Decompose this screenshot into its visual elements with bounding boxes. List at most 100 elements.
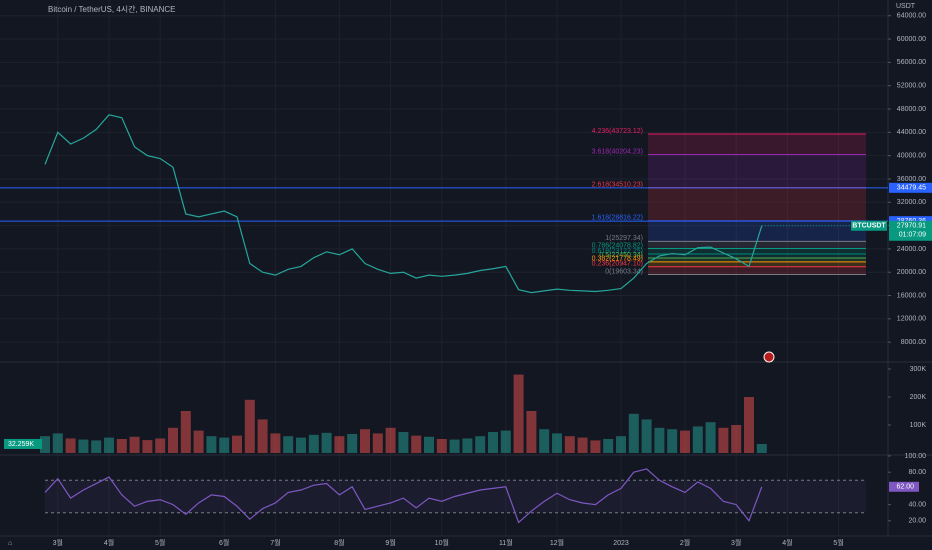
volume-bar [603,439,614,453]
volume-bar [52,433,63,453]
volume-bar [654,427,665,453]
y-tick-label: 40.00 [908,501,926,508]
volume-bar [475,436,486,453]
fib-label: 1(25297.34) [605,235,643,242]
fib-label: 0(19603.34) [605,268,643,275]
y-tick-label: 12000.00 [897,316,926,323]
volume-bar [590,440,601,453]
volume-bar [564,436,575,453]
rsi-last-label: 62.00 [896,484,914,491]
volume-bar [206,436,217,453]
event-badge[interactable] [763,351,775,363]
volume-bar [193,430,204,453]
rsi-line [44,468,763,524]
y-tick-label: 40000.00 [897,152,926,159]
volume-bar [641,419,652,453]
volume-bar [372,433,383,453]
volume-bar [219,437,230,453]
symbol-label: BTCUSDT [852,223,886,230]
volume-last-label: 32.259K [8,441,34,448]
x-tick-label: 4월 [104,538,114,547]
volume-bar [129,436,140,453]
fib-band [648,154,866,188]
x-tick-label: 2023 [613,540,629,547]
volume-bar [385,427,396,453]
countdown-label: 01:07:09 [899,232,926,239]
fib-band [648,133,866,155]
volume-bar [449,439,460,453]
x-tick-label: 4월 [782,538,792,547]
volume-bar [232,435,242,453]
volume-bar [667,429,678,453]
y-tick-label: 36000.00 [897,176,926,183]
y-tick-label: 56000.00 [897,59,926,66]
volume-bar [462,438,473,453]
volume-bar [65,438,76,453]
rsi-tag [889,481,919,492]
y-tick-label: 100K [910,422,927,429]
volume-bar [692,426,703,453]
x-tick-label: 6월 [219,538,229,547]
fib-band [648,266,866,275]
volume-bar [91,440,102,453]
chart-title: Bitcoin / TetherUS, 4시간, BINANCE [48,4,176,14]
fib-label: 1.618(28816.22) [592,215,643,222]
y-tick-label: 16000.00 [897,292,926,299]
volume-bar [731,425,742,453]
volume-bar [705,422,716,453]
x-tick-label: 3월 [53,538,63,547]
volume-bar [168,427,178,453]
y-tick-label: 200K [910,394,927,401]
volume-bar [244,399,255,453]
volume-bar [180,411,191,453]
fib-label: 0.382(21778.49) [592,256,643,263]
x-tick-label: 9월 [385,538,395,547]
x-tick-label: 10월 [435,538,449,547]
volume-bar [334,436,345,453]
volume-tag [4,438,42,449]
y-tick-label: 64000.00 [897,13,926,20]
y-tick-label: 32000.00 [897,199,926,206]
volume-bar [513,374,524,453]
volume-bar [155,438,166,453]
y-tick-label: 100.00 [905,453,927,460]
price-line [44,114,763,294]
volume-bar [398,432,409,453]
x-tick-label: 8월 [334,538,344,547]
fib-label: 0.618(23122.25) [592,248,643,255]
x-tick-label: 11월 [499,538,513,547]
volume-bar [488,432,498,453]
fib-band [648,187,866,221]
fib-band [648,261,866,267]
volume-bar [257,419,268,453]
fib-label: 0.786(24078.82) [592,242,643,249]
volume-bar [142,440,153,453]
volume-bar [40,436,50,453]
x-tick-label: 12월 [550,538,564,547]
y-tick-label: 52000.00 [897,83,926,90]
y-tick-label: 80.00 [908,469,926,476]
volume-bar [526,411,537,453]
y-tick-label: 20000.00 [897,269,926,276]
logo: ⌂ [8,540,12,547]
fib-label: 4.236(43723.12) [592,128,643,135]
volume-bar [539,429,550,453]
volume-bar [628,413,639,453]
y-tick-label: 48000.00 [897,106,926,113]
x-tick-label: 5월 [833,538,843,547]
last-price-label: 27970.91 [897,223,926,230]
volume-bar [411,435,422,453]
volume-bar [718,427,729,453]
x-tick-label: 3월 [731,538,741,547]
volume-bar [116,439,127,453]
fib-label: 0.5(22450.34) [599,252,643,259]
volume-bar [616,436,626,453]
fib-band [648,248,866,255]
volume-bar [744,397,754,453]
x-tick-label: 5월 [155,538,165,547]
fib-label: 2.618(34510.23) [592,181,643,188]
x-tick-label: 2월 [680,538,690,547]
volume-bar [680,430,690,453]
symbol-tag [851,220,887,231]
x-tick-label: 7월 [270,538,280,547]
